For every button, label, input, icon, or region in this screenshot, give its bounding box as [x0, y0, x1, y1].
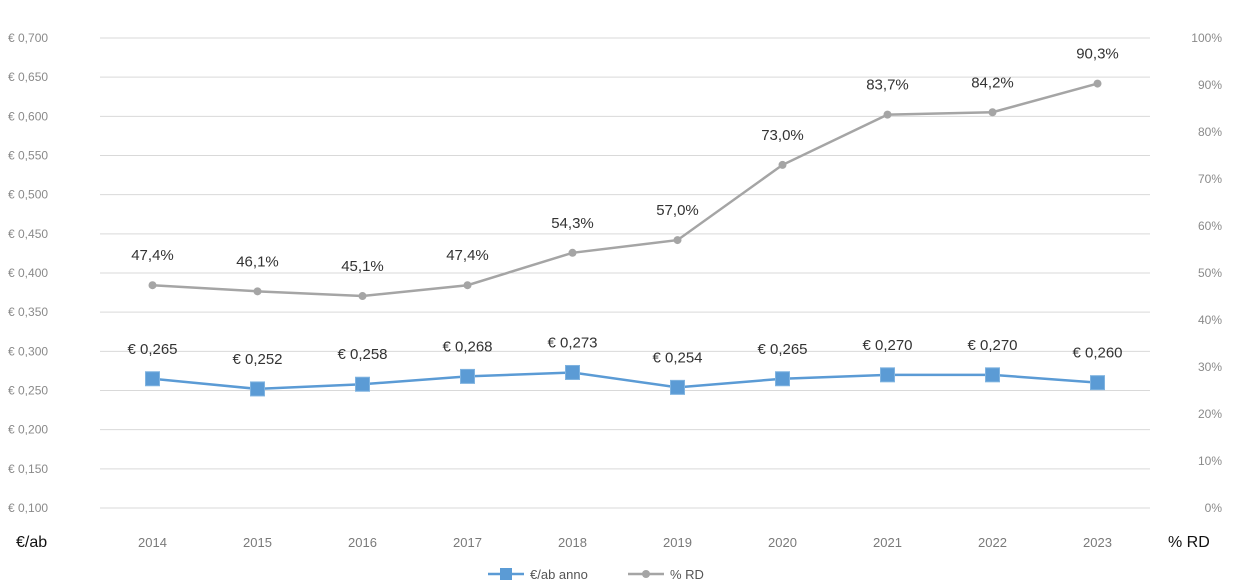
right-axis-ticks: 0% 10% 20% 30% 40% 50% 60% 70% 80% 90% 100% [1191, 31, 1222, 515]
right-tick-label: 70% [1198, 172, 1222, 186]
data-point-eur-per-inhabitant [460, 368, 475, 384]
legend-label: €/ab anno [530, 567, 588, 582]
legend-marker [642, 570, 650, 578]
data-point-eur-per-inhabitant [670, 379, 685, 395]
data-label-rd-percent: 47,4% [446, 247, 489, 264]
data-point-rd-percent [253, 287, 262, 296]
right-tick-label: 90% [1198, 78, 1222, 92]
right-tick-label: 80% [1198, 125, 1222, 139]
data-point-rd-percent [988, 108, 997, 117]
left-tick-label: € 0,150 [8, 462, 48, 476]
right-tick-label: 10% [1198, 454, 1222, 468]
left-tick-label: € 0,700 [8, 31, 48, 45]
right-tick-label: 0% [1205, 501, 1223, 515]
data-point-rd-percent [463, 281, 472, 290]
legend-marker [500, 568, 512, 580]
data-point-rd-percent [1093, 79, 1102, 88]
series-area [145, 79, 1105, 397]
right-tick-label: 50% [1198, 266, 1222, 280]
left-tick-label: € 0,600 [8, 109, 48, 123]
x-tick-label: 2018 [558, 535, 587, 550]
data-label-eur-per-inhabitant: € 0,268 [442, 338, 492, 355]
x-tick-label: 2015 [243, 535, 272, 550]
data-point-eur-per-inhabitant [355, 376, 370, 392]
left-tick-label: € 0,200 [8, 423, 48, 437]
data-label-eur-per-inhabitant: € 0,258 [337, 346, 387, 363]
data-label-eur-per-inhabitant: € 0,265 [127, 341, 177, 358]
x-unit-label: % RD [1168, 534, 1210, 551]
series-line-rd-percent [152, 82, 1098, 298]
x-tick-label: 2021 [873, 535, 902, 550]
left-tick-label: € 0,350 [8, 305, 48, 319]
data-label-eur-per-inhabitant: € 0,265 [757, 341, 807, 358]
data-label-rd-percent: 47,4% [131, 247, 174, 264]
right-tick-label: 20% [1198, 407, 1222, 421]
data-point-eur-per-inhabitant [880, 367, 895, 383]
data-label-rd-percent: 54,3% [551, 215, 594, 232]
data-point-rd-percent [148, 281, 157, 290]
x-tick-label: 2019 [663, 535, 692, 550]
data-label-eur-per-inhabitant: € 0,260 [1072, 345, 1122, 362]
right-tick-label: 40% [1198, 313, 1222, 327]
data-label-eur-per-inhabitant: € 0,273 [547, 334, 597, 351]
left-unit-label: €/ab [16, 534, 47, 551]
left-tick-label: € 0,250 [8, 384, 48, 398]
right-tick-label: 100% [1191, 31, 1222, 45]
data-label-rd-percent: 83,7% [866, 77, 909, 94]
left-tick-label: € 0,550 [8, 149, 48, 163]
data-label-rd-percent: 46,1% [236, 253, 279, 270]
legend-label: % RD [670, 567, 704, 582]
data-label-eur-per-inhabitant: € 0,252 [232, 351, 282, 368]
data-label-rd-percent: 45,1% [341, 258, 384, 275]
data-label-eur-per-inhabitant: € 0,254 [652, 349, 702, 366]
x-tick-label: 2017 [453, 535, 482, 550]
left-tick-label: € 0,650 [8, 70, 48, 84]
data-label-rd-percent: 84,2% [971, 74, 1014, 91]
x-tick-label: 2016 [348, 535, 377, 550]
data-point-eur-per-inhabitant [145, 371, 160, 387]
data-point-rd-percent [358, 292, 367, 301]
data-label-rd-percent: 73,0% [761, 127, 804, 144]
x-tick-label: 2014 [138, 535, 167, 550]
data-label-eur-per-inhabitant: € 0,270 [862, 337, 912, 354]
data-point-eur-per-inhabitant [565, 364, 580, 380]
data-point-rd-percent [778, 160, 787, 169]
right-tick-label: 60% [1198, 219, 1222, 233]
left-axis-ticks: € 0,100 € 0,150 € 0,200 € 0,250 € 0,300 € 0,3… [8, 31, 48, 515]
data-labels: € 0,265 € 0,252 € 0,258 € 0,268 € 0,273 € 0,2… [127, 46, 1122, 368]
x-axis-ticks: 2014 2015 2016 2017 2018 2019 2020 2021 2022 2023 [138, 535, 1112, 550]
data-point-eur-per-inhabitant [1090, 375, 1105, 391]
data-point-rd-percent [673, 236, 682, 245]
data-point-rd-percent [883, 110, 892, 119]
series-line-eur-per-inhabitant [152, 371, 1098, 391]
data-label-rd-percent: 90,3% [1076, 46, 1119, 63]
x-tick-label: 2022 [978, 535, 1007, 550]
left-tick-label: € 0,450 [8, 227, 48, 241]
data-label-eur-per-inhabitant: € 0,270 [967, 337, 1017, 354]
left-tick-label: € 0,400 [8, 266, 48, 280]
data-point-eur-per-inhabitant [250, 381, 265, 397]
gridlines [100, 37, 1150, 509]
left-tick-label: € 0,500 [8, 188, 48, 202]
right-tick-label: 30% [1198, 360, 1222, 374]
legend: €/ab anno % RD [488, 567, 704, 582]
left-tick-label: € 0,100 [8, 501, 48, 515]
data-label-rd-percent: 57,0% [656, 202, 699, 219]
x-tick-label: 2020 [768, 535, 797, 550]
data-point-rd-percent [568, 248, 577, 257]
left-tick-label: € 0,300 [8, 344, 48, 358]
x-tick-label: 2023 [1083, 535, 1112, 550]
data-point-eur-per-inhabitant [985, 367, 1000, 383]
data-point-eur-per-inhabitant [775, 371, 790, 387]
